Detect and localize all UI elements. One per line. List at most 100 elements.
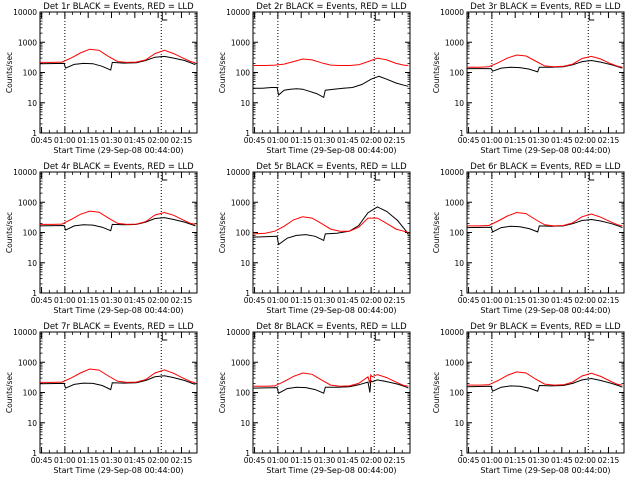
x-axis-label: Start Time (29-Sep-08 00:44:00) [480, 466, 610, 475]
x-tick-label: 01:30 [101, 136, 123, 145]
x-tick-label: 01:15 [290, 136, 312, 145]
series-line [253, 75, 409, 99]
y-axis-label: Counts/sec [432, 52, 441, 93]
x-tick-label: 01:15 [504, 456, 526, 465]
x-tick-label: 01:30 [528, 136, 550, 145]
detector-panel: Det 8r BLACK = Events, RED = LLD 1 10 100 10… [218, 322, 411, 475]
x-tick-label: 01:00 [54, 296, 76, 305]
y-tick-label: 10000 [226, 8, 250, 17]
x-tick-label: 02:15 [384, 136, 406, 145]
time-marker-bracket [161, 172, 168, 181]
y-tick-label: 10 [27, 259, 37, 268]
panel-title: Det 5r BLACK = Events, RED = LLD [256, 162, 407, 172]
y-tick-label: 100 [450, 389, 465, 398]
series-line [39, 55, 196, 71]
x-tick-label: 02:15 [171, 296, 193, 305]
series-line [467, 371, 623, 386]
y-tick-label: 10000 [226, 328, 250, 337]
x-tick-label: 01:15 [290, 296, 312, 305]
x-tick-label: 02:15 [384, 456, 406, 465]
y-tick-label: 100 [450, 69, 465, 78]
plot-frame [466, 11, 625, 134]
plot-frame [466, 331, 625, 454]
x-tick-label: 00:45 [244, 296, 266, 305]
panel-title: Det 6r BLACK = Events, RED = LLD [470, 162, 621, 172]
plot-frame [39, 331, 198, 454]
detector-panel: Det 9r BLACK = Events, RED = LLD 1 10 100 10… [432, 322, 625, 475]
x-tick-label: 01:15 [504, 296, 526, 305]
y-tick-label: 1000 [18, 358, 37, 367]
detector-panel: Det 6r BLACK = Events, RED = LLD 1 10 100 10… [432, 162, 625, 315]
x-tick-label: 01:00 [267, 136, 289, 145]
x-tick-label: 01:45 [551, 296, 573, 305]
y-tick-label: 10000 [226, 168, 250, 177]
x-tick-label: 02:15 [384, 296, 406, 305]
series-line [253, 57, 409, 66]
panel-title: Det 8r BLACK = Events, RED = LLD [256, 322, 407, 332]
plot-frame [252, 331, 411, 454]
time-marker-bracket [161, 332, 168, 341]
time-marker-bracket [374, 172, 381, 181]
y-tick-label: 1000 [445, 358, 464, 367]
x-tick-label: 00:45 [244, 136, 266, 145]
detector-panel: Det 2r BLACK = Events, RED = LLD 1 10 100 10… [218, 2, 411, 155]
x-tick-label: 02:00 [574, 136, 596, 145]
y-tick-label: 1 [459, 289, 464, 298]
x-tick-label: 02:15 [598, 296, 620, 305]
series-line [467, 211, 623, 227]
plot-frame [466, 171, 625, 294]
panel-title: Det 1r BLACK = Events, RED = LLD [43, 2, 194, 12]
x-tick-label: 02:00 [360, 296, 382, 305]
time-marker-bracket [374, 332, 381, 341]
y-tick-label: 100 [236, 389, 251, 398]
y-tick-label: 10 [454, 419, 464, 428]
x-tick-label: 01:00 [54, 456, 76, 465]
time-marker-bracket [588, 12, 595, 21]
x-axis-label: Start Time (29-Sep-08 00:44:00) [266, 146, 396, 155]
x-tick-label: 01:00 [481, 136, 503, 145]
y-tick-label: 1000 [445, 38, 464, 47]
x-tick-label: 01:30 [528, 296, 550, 305]
x-tick-label: 02:15 [171, 136, 193, 145]
series-line [252, 216, 409, 235]
x-tick-label: 01:30 [528, 456, 550, 465]
y-tick-label: 1 [32, 129, 37, 138]
x-tick-label: 01:45 [337, 296, 359, 305]
series-line [466, 218, 623, 233]
detector-panel: Det 1r BLACK = Events, RED = LLD 1 10 100 10… [5, 2, 198, 155]
x-tick-label: 01:45 [551, 136, 573, 145]
x-tick-label: 02:00 [574, 296, 596, 305]
y-tick-label: 10000 [440, 8, 464, 17]
plot-frame [39, 11, 198, 134]
x-tick-label: 01:45 [124, 136, 146, 145]
series-line [252, 379, 409, 394]
x-tick-label: 00:45 [31, 456, 53, 465]
y-axis-label: Counts/sec [5, 52, 14, 93]
panel-title: Det 3r BLACK = Events, RED = LLD [470, 2, 621, 12]
y-tick-label: 10 [27, 99, 37, 108]
x-tick-label: 02:15 [171, 456, 193, 465]
y-tick-label: 10000 [13, 328, 37, 337]
plot-frame [39, 171, 198, 294]
y-tick-label: 10000 [13, 168, 37, 177]
time-marker-bracket [588, 172, 595, 181]
x-axis-label: Start Time (29-Sep-08 00:44:00) [53, 306, 183, 315]
y-tick-label: 1000 [231, 198, 250, 207]
y-tick-label: 1000 [231, 358, 250, 367]
x-tick-label: 01:15 [77, 456, 99, 465]
y-tick-label: 10 [240, 99, 250, 108]
x-axis-label: Start Time (29-Sep-08 00:44:00) [53, 146, 183, 155]
series-line [40, 48, 196, 64]
y-tick-label: 100 [236, 69, 251, 78]
y-tick-label: 1 [245, 449, 250, 458]
y-tick-label: 1 [32, 289, 37, 298]
series-line [39, 375, 196, 391]
x-tick-label: 02:15 [598, 456, 620, 465]
x-axis-label: Start Time (29-Sep-08 00:44:00) [53, 466, 183, 475]
x-tick-label: 00:45 [31, 136, 53, 145]
y-axis-label: Counts/sec [5, 372, 14, 413]
time-marker-bracket [588, 332, 595, 341]
series-line [39, 217, 196, 232]
series-line [252, 206, 409, 246]
y-tick-label: 100 [23, 389, 38, 398]
